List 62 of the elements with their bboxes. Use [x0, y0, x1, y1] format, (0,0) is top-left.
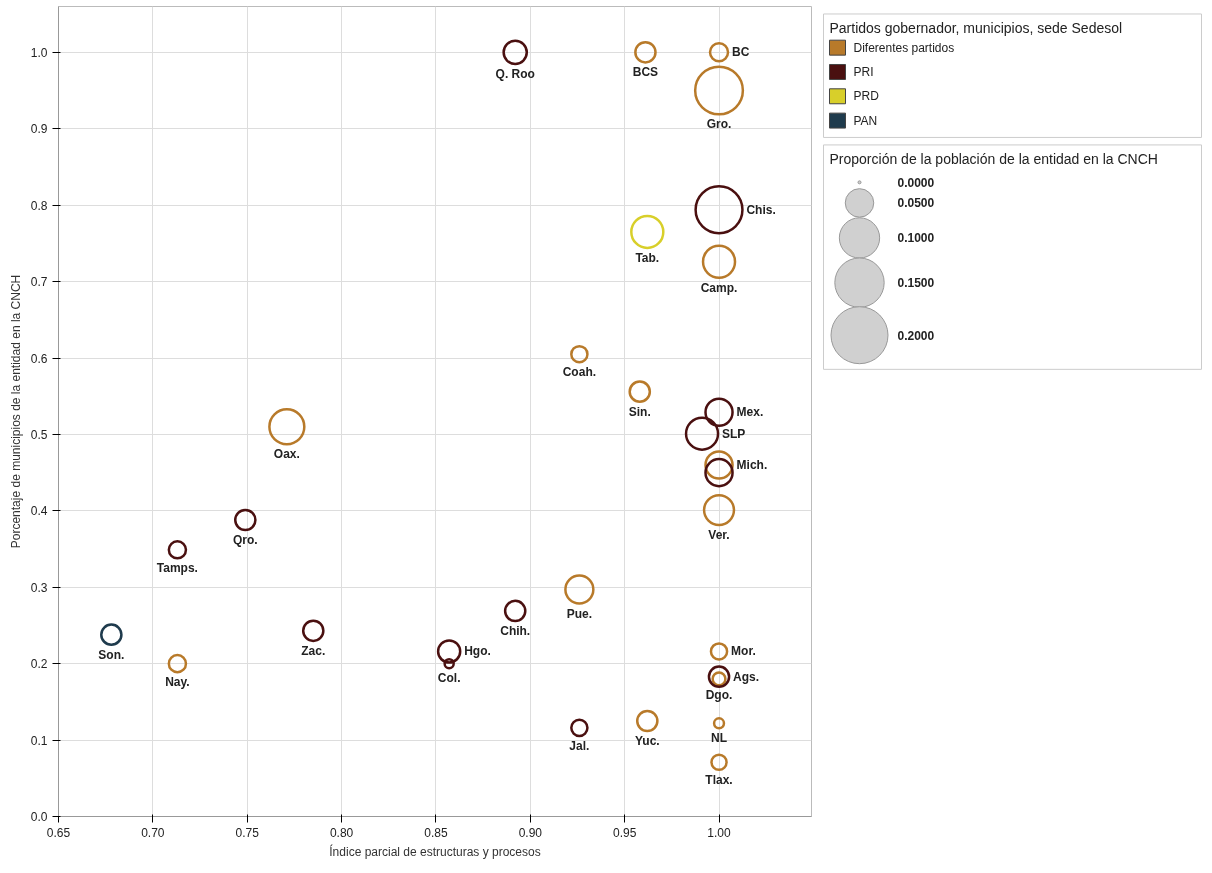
annotation: Q. Roo	[495, 66, 535, 81]
y-tick-label: 1.0	[30, 45, 48, 60]
annotation: Dgo.	[705, 688, 733, 703]
annotation: BCS	[632, 65, 659, 80]
annotation: Qro.	[233, 533, 258, 548]
y-axis-title: Porcentaje de municipios de la entidad en la CNCH	[8, 274, 23, 549]
annotation: BC	[732, 45, 750, 60]
x-tick-label: 1.00	[707, 825, 732, 840]
legend-label: 0.1000	[897, 231, 935, 246]
legend-title: Partidos gobernador, municipios, sede Sedesol	[829, 19, 1123, 36]
annotation: Hgo.	[464, 644, 491, 659]
annotation: Tab.	[635, 250, 660, 265]
annotation: Mor.	[731, 644, 756, 659]
annotation: Coah.	[562, 365, 597, 380]
legend-label: PAN	[853, 113, 878, 128]
x-tick-label: 0.85	[424, 825, 448, 840]
x-tick-label: 0.75	[235, 825, 260, 840]
x-tick-label: 0.65	[46, 825, 71, 840]
y-tick-label: 0.7	[30, 275, 48, 290]
y-tick-label: 0.5	[30, 427, 48, 442]
text: Proporción de la población de la entidad en la CNCH	[829, 150, 1158, 167]
annotation: Chih.	[500, 624, 531, 639]
annotation: Jal.	[569, 738, 590, 753]
y-tick-label: 0.3	[30, 580, 48, 595]
annotation: Ver.	[708, 528, 730, 543]
annotation: Sin.	[628, 404, 651, 419]
annotation: Tamps.	[156, 561, 198, 576]
legend-label: Diferentes partidos	[853, 40, 955, 55]
x-tick-label: 0.80	[329, 825, 354, 840]
legend-label: PRD	[853, 89, 880, 104]
y-tick-label: 0.0	[30, 810, 48, 824]
annotation: SLP	[722, 426, 746, 441]
x-tick-label: 0.90	[518, 825, 543, 840]
x-tick-label: 0.95	[612, 825, 637, 840]
y-tick-label: 0.4	[30, 504, 48, 519]
y-tick-label: 0.2	[30, 657, 48, 672]
annotation: Tlax.	[705, 772, 733, 787]
annotation: Ags.	[733, 669, 760, 684]
legend-label: 0.0000	[897, 175, 935, 190]
y-tick-label: 0.8	[30, 198, 48, 213]
annotation: Mich.	[736, 457, 768, 472]
x-tick-label: 0.70	[141, 825, 165, 840]
legend-label: 0.0500	[897, 196, 935, 211]
annotation: Son.	[98, 647, 125, 662]
annotation: Oax.	[273, 447, 300, 462]
y-tick-label: 0.9	[30, 122, 48, 137]
legend-label: 0.1500	[897, 276, 935, 291]
x-axis-title: Índice parcial de estructuras y procesos	[329, 843, 541, 859]
annotation: Zac.	[301, 643, 326, 658]
annotation: Camp.	[700, 280, 738, 295]
legend-label: 0.2000	[897, 328, 935, 343]
annotation: Mex.	[736, 405, 764, 420]
y-tick-label: 0.1	[30, 733, 48, 748]
legend-label: PRI	[853, 64, 874, 79]
annotation: Chis.	[746, 202, 776, 217]
annotation: Gro.	[706, 117, 732, 132]
y-tick-label: 0.6	[30, 351, 48, 366]
annotation: Col.	[437, 671, 461, 686]
annotation: Yuc.	[634, 734, 660, 749]
annotation: NL	[711, 731, 728, 746]
annotation: Nay.	[165, 675, 190, 690]
annotation: Pue.	[566, 606, 593, 621]
